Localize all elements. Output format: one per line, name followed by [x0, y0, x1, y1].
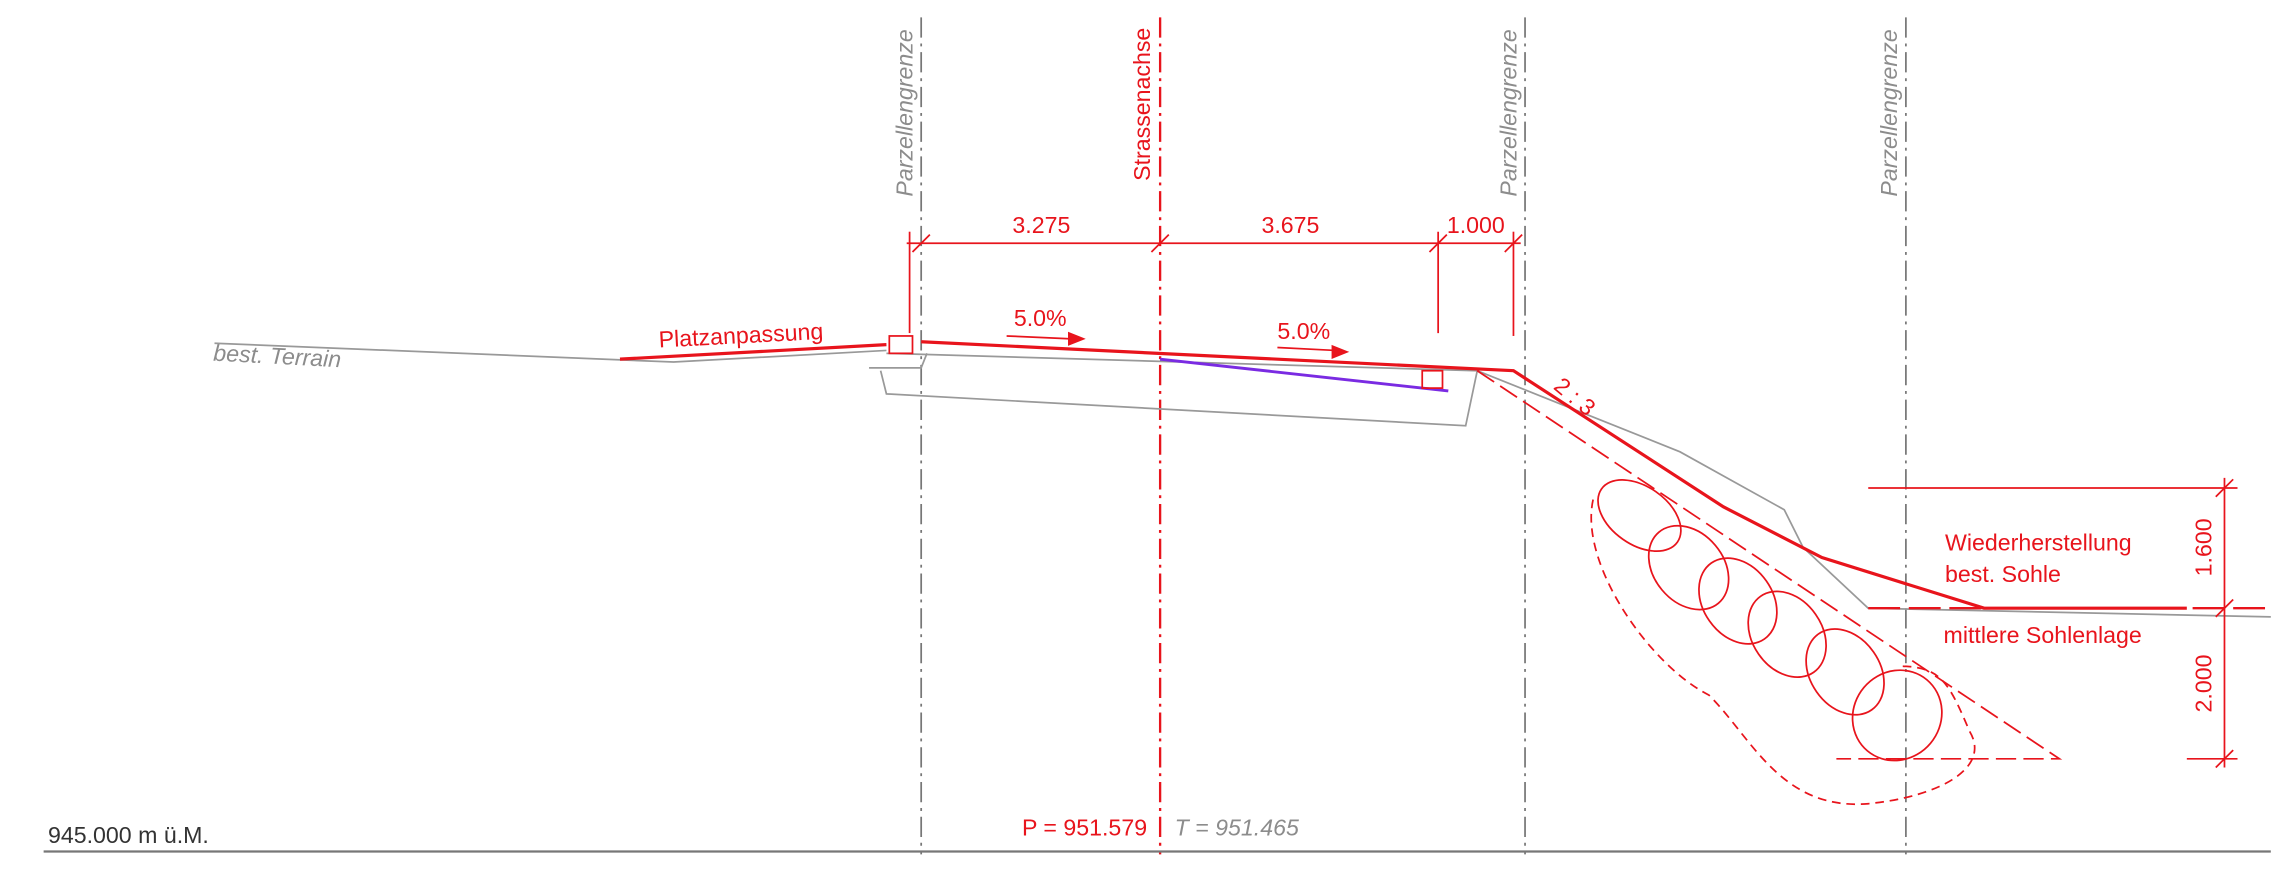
curb-stone — [1421, 369, 1444, 389]
axis-label: Strassenachse — [1129, 28, 1155, 181]
dimension-label: 1.000 — [1447, 212, 1505, 238]
height-label: 1.600 — [2190, 518, 2216, 576]
curb — [869, 353, 928, 369]
property-label: Parzellengrenze — [1876, 29, 1902, 196]
mean-bed-label: mittlere Sohlenlage — [1944, 622, 2142, 648]
project-height: P = 951.579 — [1022, 815, 1147, 841]
embankment-slope: 2 : 3 — [1549, 372, 1600, 421]
dimension-label: 3.275 — [1012, 212, 1070, 238]
slope-label: 5.0% — [1277, 318, 1330, 344]
terrain-label: best. Terrain — [213, 340, 342, 373]
datum-label: 945.000 m ü.M. — [48, 822, 209, 848]
restore-label: best. Sohle — [1945, 561, 2061, 587]
linework — [43, 17, 2271, 855]
property-label: Parzellengrenze — [891, 29, 917, 196]
slope-label: 5.0% — [1014, 305, 1067, 331]
layer-line — [1159, 357, 1449, 393]
dimension-line — [906, 231, 1523, 336]
riprap — [1590, 479, 1976, 806]
height-dimension — [1868, 477, 2238, 769]
dimension-label: 3.675 — [1261, 212, 1319, 238]
platz-label: Platzanpassung — [658, 318, 824, 353]
height-label: 2.000 — [2190, 655, 2216, 713]
terrain-height: T = 951.465 — [1175, 815, 1299, 841]
slope-arrow — [1006, 331, 1350, 359]
platz-line — [619, 343, 887, 361]
curb-stone — [888, 335, 914, 355]
property-label: Parzellengrenze — [1495, 29, 1521, 196]
subbase — [879, 370, 1479, 427]
terrain — [214, 342, 887, 363]
excavation-line — [1476, 369, 2063, 760]
restore-label: Wiederherstellung — [1945, 529, 2132, 555]
